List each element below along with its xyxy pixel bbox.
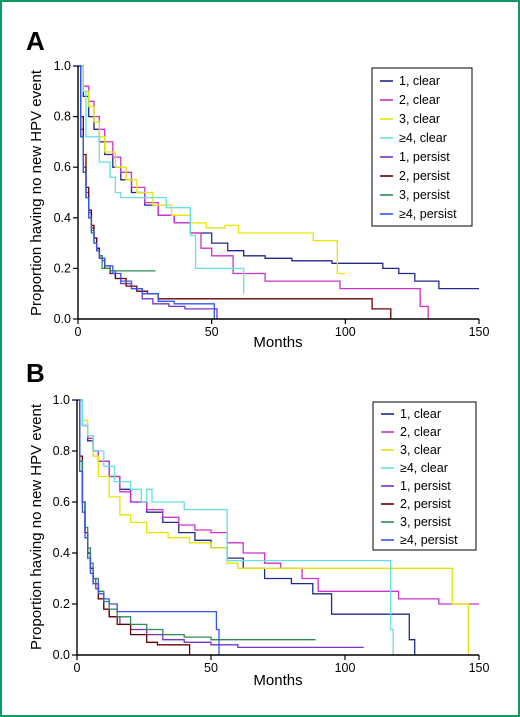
- panel-letter-a: A: [26, 26, 45, 56]
- y-axis-label-b: Proportion having no new HPV event: [28, 403, 45, 650]
- ticks-b: 0 50 100 150 0.0 0.2 0.4 0.6 0.8 1.0: [53, 393, 490, 675]
- legend-b: 1, clear 2, clear 3, clear ≥4, clear 1, pers…: [372, 401, 477, 551]
- ticks-a: 0 50 100 150 0.0 0.2 0.4 0.6 0.8 1.0: [54, 59, 490, 339]
- legend-label-a: 2, clear: [399, 93, 440, 107]
- legend-a: 1, clear 2, clear 3, clear ≥4, clear 1, pers…: [371, 67, 473, 227]
- x-tick-label-a: 0: [75, 325, 82, 339]
- legend-box-b: [372, 401, 477, 551]
- y-tick-label-b: 0.8: [53, 444, 70, 458]
- legend-label-b: 3, persist: [400, 515, 451, 529]
- legend-label-b: ≥4, persist: [400, 533, 458, 547]
- series-line-a-3: [78, 65, 346, 275]
- y-tick-label-a: 1.0: [54, 59, 71, 73]
- legend-label-b: 1, clear: [400, 407, 441, 421]
- y-tick-label-a: 0.8: [54, 110, 71, 124]
- legend-label-a: 1, persist: [399, 150, 450, 164]
- series-line-b-5: [77, 399, 364, 649]
- x-tick-label-a: 150: [469, 325, 490, 339]
- legend-label-a: ≥4, persist: [399, 207, 457, 221]
- legend-label-a: 3, clear: [399, 112, 440, 126]
- x-axis-label-b: Months: [253, 672, 302, 689]
- y-tick-label-b: 0.6: [53, 495, 70, 509]
- x-tick-label-b: 50: [204, 661, 218, 675]
- series-line-a-8: [78, 65, 215, 319]
- series-line-b-6: [77, 399, 191, 655]
- legend-label-b: 3, clear: [400, 443, 441, 457]
- x-axis-label-a: Months: [253, 334, 302, 351]
- curves-b: [77, 399, 479, 655]
- panel-letter-b: B: [26, 358, 45, 388]
- y-tick-label-b: 1.0: [53, 393, 70, 407]
- legend-label-b: 1, persist: [400, 479, 451, 493]
- y-axis-label-a: Proportion having no new HPV event: [28, 69, 45, 316]
- series-line-a-2: [78, 65, 429, 319]
- series-line-a-4: [78, 65, 245, 294]
- y-tick-label-b: 0.0: [53, 648, 70, 662]
- legend-label-a: 3, persist: [399, 188, 450, 202]
- y-tick-label-a: 0.6: [54, 160, 71, 174]
- legend-label-a: ≥4, clear: [399, 131, 447, 145]
- x-tick-label-a: 50: [205, 325, 219, 339]
- y-tick-label-a: 0.2: [54, 261, 71, 275]
- y-tick-label-b: 0.4: [53, 546, 70, 560]
- y-tick-label-a: 0.4: [54, 211, 71, 225]
- legend-box-a: [371, 67, 473, 227]
- y-tick-label-b: 0.2: [53, 597, 70, 611]
- series-line-b-4: [77, 399, 394, 655]
- x-tick-label-b: 100: [335, 661, 356, 675]
- legend-label-b: 2, clear: [400, 425, 441, 439]
- legend-label-b: 2, persist: [400, 497, 451, 511]
- curves-a: [78, 65, 479, 319]
- panel-a: A Proportion having no new HPV event Mon…: [26, 26, 489, 351]
- panel-b: B Proportion having no new HPV event Mon…: [26, 358, 489, 689]
- series-line-a-7: [78, 65, 156, 272]
- legend-label-a: 2, persist: [399, 169, 450, 183]
- x-tick-label-b: 150: [469, 661, 490, 675]
- y-tick-label-a: 0.0: [54, 312, 71, 326]
- x-tick-label-b: 0: [74, 661, 81, 675]
- legend-label-a: 1, clear: [399, 74, 440, 88]
- legend-label-b: ≥4, clear: [400, 461, 448, 475]
- series-line-b-8: [77, 399, 220, 655]
- series-line-b-3: [77, 399, 469, 655]
- series-line-b-2: [77, 399, 479, 605]
- x-tick-label-a: 100: [335, 325, 356, 339]
